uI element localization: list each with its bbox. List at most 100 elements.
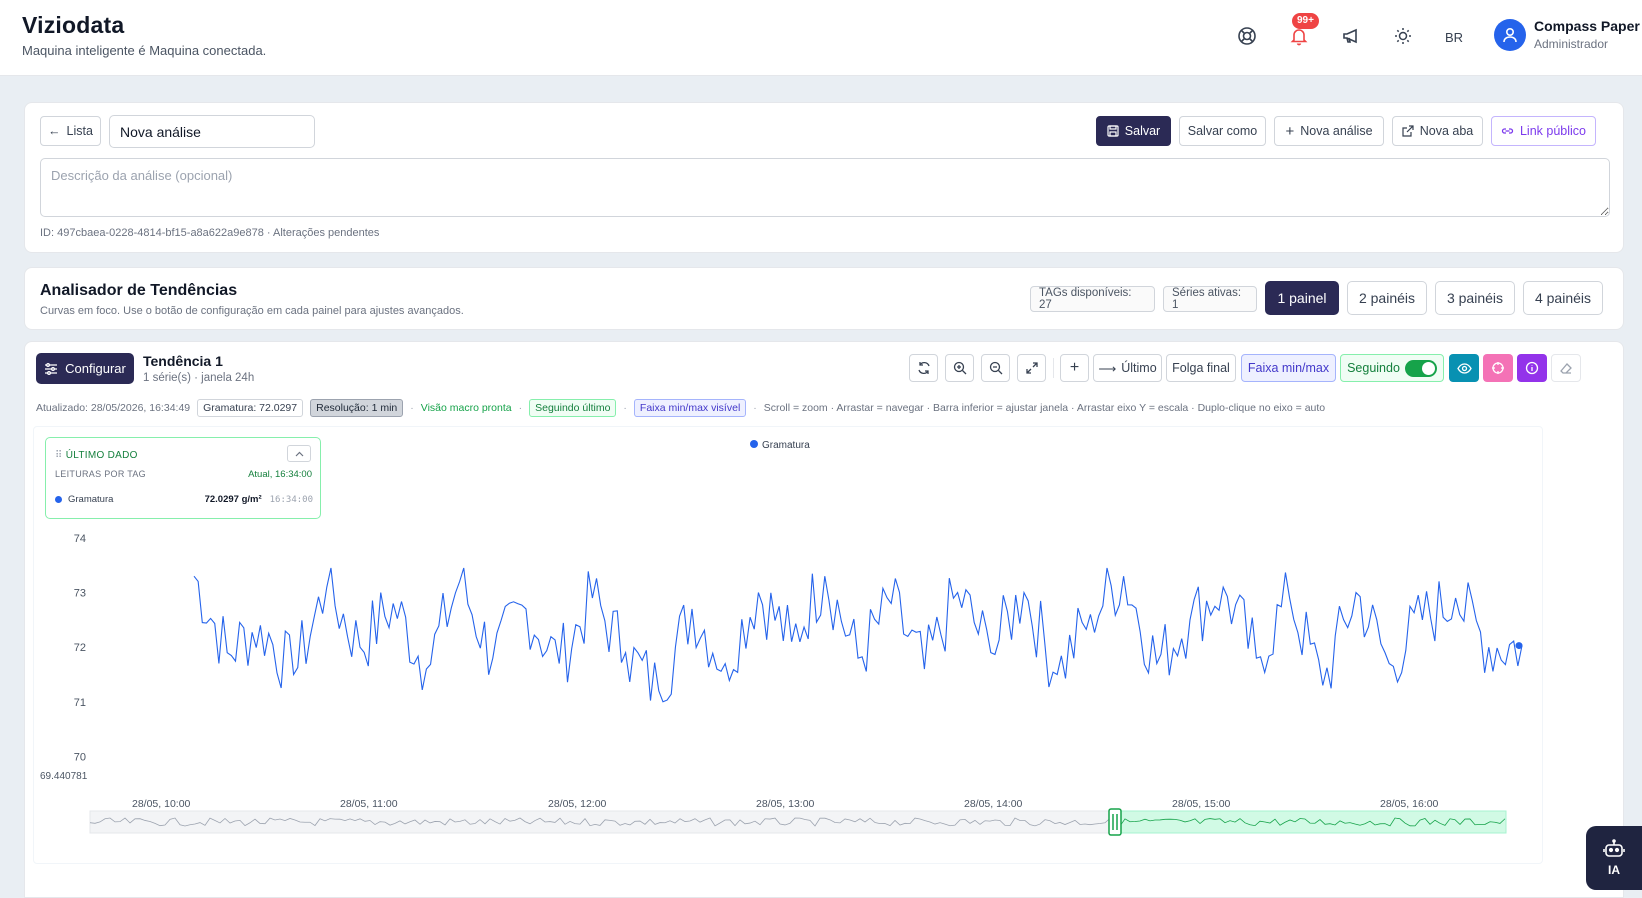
last-data-subtitle: LEITURAS POR TAG [55,469,146,479]
last-data-row: Gramatura 72.0297 g/m² 16:34:00 [55,494,313,505]
analysis-id-status: ID: 497cbaea-0228-4814-bf15-a8a622a9e878… [40,227,380,239]
panel-title: Tendência 1 [143,353,223,369]
end-slack-button[interactable]: Folga final [1166,354,1236,382]
drag-handle-icon[interactable]: ⠿ [55,450,66,461]
panel-option-2[interactable]: 2 painéis [1347,281,1427,315]
x-tick-label: 28/05, 13:00 [756,798,815,810]
separator: · [518,402,523,414]
configure-button[interactable]: Configurar [36,353,134,384]
new-analysis-label: Nova análise [1300,124,1373,138]
interaction-hint: Scroll = zoom · Arrastar = navegar · Bar… [763,402,1326,414]
series-color-dot [55,496,62,503]
panel-subtitle: 1 série(s) · janela 24h [143,372,255,384]
eraser-icon [1560,363,1572,374]
external-link-icon [1402,125,1414,137]
y-tick-label: 71 [74,697,86,709]
last-data-title: ⠿ ÚLTIMO DADO [55,450,138,461]
last-data-time: 16:34:00 [269,494,313,505]
resolution-chip: Resolução: 1 min [310,399,404,417]
public-link-button[interactable]: Link público [1491,116,1596,146]
save-icon [1107,125,1119,137]
x-tick-label: 28/05, 11:00 [340,798,398,810]
save-button[interactable]: Salvar [1096,116,1171,146]
refresh-button[interactable] [909,354,938,382]
avatar[interactable] [1494,19,1526,51]
x-tick-label: 28/05, 16:00 [1380,798,1439,810]
x-tick-label: 28/05, 15:00 [1172,798,1231,810]
plus-icon: + [1285,122,1295,140]
save-as-label: Salvar como [1187,124,1258,138]
last-data-current: Atual, 16:34:00 [248,469,312,480]
last-button[interactable]: ⟶ Último [1093,354,1162,382]
ai-label: IA [1608,863,1620,877]
last-point-marker [1515,642,1523,650]
add-series-button[interactable]: + [1060,354,1089,382]
collapse-button[interactable] [287,445,311,462]
app-title: Viziodata [22,12,125,38]
expand-icon [1025,362,1038,374]
language-selector[interactable]: BR [1445,30,1464,45]
brand: Viziodata Maquina inteligente é Maquina … [22,12,266,58]
info-icon [1525,361,1539,375]
megaphone-icon[interactable] [1339,24,1363,48]
zoom-out-icon [989,361,1002,375]
trend-analyzer-card: Analisador de Tendências Curvas em foco.… [24,267,1624,330]
range-visible-chip: Faixa min/max visível [633,399,747,417]
robot-icon [1603,839,1625,857]
analyzer-subtitle: Curvas em foco. Use o botão de configura… [40,305,464,317]
trend-chart[interactable]: Gramatura 74 73 72 71 70 69.440781 28/05, 10:00… [34,427,1544,865]
new-analysis-button[interactable]: + Nova análise [1274,116,1384,146]
range-minmax-button[interactable]: Faixa min/max [1241,354,1336,382]
visibility-button[interactable] [1449,354,1479,382]
save-as-button[interactable]: Salvar como [1179,116,1266,146]
legend-marker [750,440,758,448]
app-subtitle: Maquina inteligente é Maquina conectada. [22,43,267,58]
zoom-in-button[interactable] [945,354,974,382]
sun-icon[interactable] [1391,24,1415,48]
arrow-left-icon: ← [48,124,61,138]
clear-button[interactable] [1551,354,1581,382]
zoom-out-button[interactable] [981,354,1010,382]
separator: · [753,402,757,414]
analyzer-title: Analisador de Tendências [40,282,238,299]
target-button[interactable] [1483,354,1513,382]
description-textarea[interactable] [40,158,1610,217]
plot-area[interactable]: Gramatura 74 73 72 71 70 69.440781 28/05, 10:00… [33,426,1543,864]
following-label: Seguindo [1347,361,1400,375]
support-icon[interactable] [1235,24,1259,48]
status-bar: Atualizado: 28/05/2026, 16:34:49 Gramatu… [36,398,1325,418]
panel-option-3[interactable]: 3 painéis [1435,281,1515,315]
panel-option-4[interactable]: 4 painéis [1523,281,1603,315]
y-min-label: 69.440781 [40,771,88,782]
updated-text: Atualizado: 28/05/2026, 16:34:49 [36,402,191,414]
crosshair-icon [1492,362,1504,374]
user-role: Administrador [1534,37,1609,51]
new-tab-label: Nova aba [1419,124,1474,138]
new-tab-button[interactable]: Nova aba [1392,116,1483,146]
ai-assistant-button[interactable]: IA [1586,826,1642,890]
y-tick-label: 72 [74,642,86,654]
back-to-list-button[interactable]: ← Lista [40,116,101,146]
range-label: Faixa min/max [1247,361,1330,375]
active-series-badge: Séries ativas: 1 [1163,286,1257,312]
series-line-gramatura [193,567,1523,703]
macro-status: Visão macro pronta [420,402,512,414]
last-data-box[interactable]: ⠿ ÚLTIMO DADO LEITURAS POR TAG Atual, 16… [45,437,321,519]
bell-icon[interactable] [1287,24,1311,48]
navigator-line-window [1114,817,1506,827]
top-bar: Viziodata Maquina inteligente é Maquina … [0,0,1642,76]
fullscreen-button[interactable] [1017,354,1046,382]
following-last-chip: Seguindo último [529,399,617,417]
refresh-icon [917,361,930,375]
last-data-value: 72.0297 g/m² [204,494,262,505]
user-info[interactable]: Compass Paper Administrador [1534,18,1640,51]
zoom-in-icon [953,361,966,375]
toggle-switch[interactable] [1404,359,1437,377]
following-toggle[interactable]: Seguindo [1340,354,1444,382]
legend-label: Gramatura [762,440,810,451]
panel-option-1[interactable]: 1 painel [1265,281,1339,315]
save-label: Salvar [1124,124,1161,138]
analysis-name-input[interactable] [109,115,315,148]
info-button[interactable] [1517,354,1547,382]
arrow-right-icon: ⟶ [1098,361,1117,376]
